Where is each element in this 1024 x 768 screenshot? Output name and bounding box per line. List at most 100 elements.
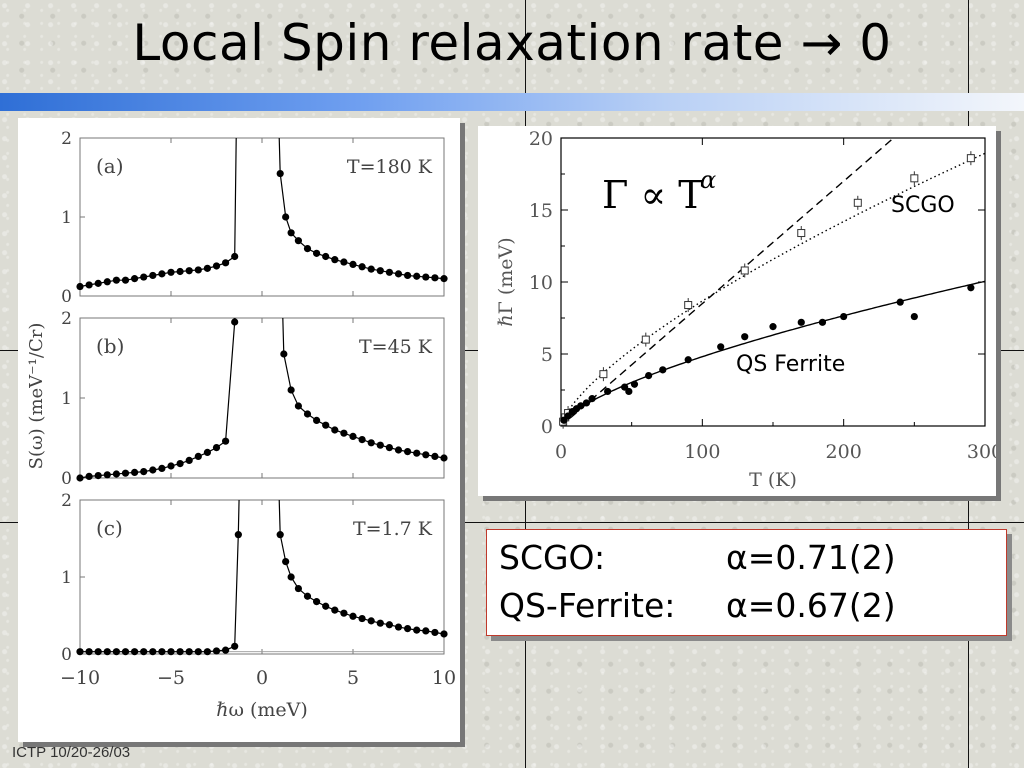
data-point	[358, 614, 366, 623]
data-point	[404, 624, 412, 633]
background-horizontal-line	[0, 522, 1024, 523]
data-point	[131, 468, 139, 476]
data-point	[194, 452, 202, 460]
data-point	[422, 273, 430, 281]
data-point-qs-ferrite	[769, 323, 777, 331]
data-point	[212, 647, 221, 655]
data-point	[222, 259, 230, 267]
data-point	[404, 448, 412, 456]
data-point-qs-ferrite	[588, 395, 596, 403]
fit-curve-dashed	[561, 138, 895, 426]
data-point	[331, 606, 339, 614]
data-point	[413, 626, 421, 634]
data-point	[431, 274, 439, 282]
y-tick-label: 1	[61, 208, 72, 228]
x-axis-label: T (K)	[749, 469, 797, 491]
data-point	[112, 276, 120, 284]
data-point	[367, 265, 375, 273]
x-tick-label: 100	[684, 441, 720, 463]
data-point-qs-ferrite	[818, 318, 827, 326]
y-tick-label: 0	[541, 416, 553, 438]
y-tick-label: 0	[61, 469, 72, 489]
y-tick-label: 0	[61, 287, 72, 307]
y-tick-label: 15	[529, 200, 553, 222]
data-point	[158, 648, 166, 656]
x-axis-label: ℏω (meV)	[216, 699, 308, 721]
data-point	[394, 270, 403, 278]
data-point	[349, 432, 357, 440]
data-point-scgo	[966, 154, 975, 163]
data-point-scgo	[599, 370, 608, 379]
data-point	[413, 272, 421, 280]
data-point	[103, 471, 111, 479]
data-point	[158, 464, 166, 472]
fit-row-label: QS-Ferrite:	[499, 586, 676, 625]
data-point	[203, 264, 211, 272]
data-point	[94, 648, 102, 656]
data-point	[340, 258, 348, 266]
y-tick-label: 2	[61, 309, 72, 329]
data-point	[167, 648, 175, 656]
data-point	[331, 426, 339, 434]
data-point	[212, 262, 221, 270]
data-point	[287, 386, 295, 394]
formula-label: Γ ∝ T	[602, 173, 704, 217]
data-point	[276, 531, 284, 539]
x-tick-label: −10	[60, 667, 100, 689]
spectra-chart: 0 1 2 (a) T=180 K 0 1 2 (b) T=45 K 0 1 2 (c) T=1.7 K −1…	[26, 129, 456, 721]
data-point	[76, 474, 84, 482]
data-point	[94, 472, 102, 480]
slide-title: Local Spin relaxation rate → 0	[132, 14, 892, 72]
data-point	[294, 237, 302, 245]
data-point	[149, 271, 157, 280]
data-point-qs-ferrite	[840, 312, 848, 321]
y-tick-label: 10	[529, 272, 553, 294]
y-tick-label: 20	[529, 128, 553, 150]
fit-curve-dotted	[561, 152, 985, 426]
fit-row-qs-ferrite: QS-Ferrite: α=0.67(2)	[499, 586, 896, 625]
fit-row-value: α=0.67(2)	[726, 586, 896, 625]
data-point	[112, 648, 120, 656]
data-point-qs-ferrite	[797, 318, 805, 326]
data-point	[422, 627, 430, 635]
data-point	[394, 446, 403, 454]
y-axis-label: ℏΓ (meV)	[495, 237, 517, 326]
data-point-scgo	[910, 174, 919, 183]
data-point	[313, 598, 321, 606]
panel-label: (c)	[96, 516, 123, 540]
data-point	[231, 318, 239, 326]
data-point-scgo	[684, 301, 693, 310]
data-point	[376, 441, 384, 449]
data-point	[76, 282, 84, 291]
data-point	[303, 245, 312, 253]
y-tick-label: 2	[61, 491, 72, 511]
data-point	[149, 648, 157, 656]
fit-row-label: SCGO:	[499, 538, 606, 577]
data-point	[385, 268, 393, 276]
spectra-chart-panel: 0 1 2 (a) T=180 K 0 1 2 (b) T=45 K 0 1 2 (c) T=1.7 K −1…	[18, 118, 460, 742]
data-point	[287, 229, 295, 237]
data-point	[349, 612, 357, 620]
data-point	[322, 252, 330, 261]
footer-text: ICTP 10/20-26/03	[12, 744, 131, 761]
data-point	[358, 436, 366, 444]
data-point	[94, 279, 102, 287]
data-point	[367, 439, 375, 447]
data-point	[303, 592, 312, 600]
series-label-scgo: SCGO	[891, 193, 955, 218]
panel-temperature: T=1.7 K	[353, 518, 433, 540]
data-point	[234, 531, 242, 539]
fit-results-box: SCGO: α=0.71(2) QS-Ferrite: α=0.67(2)	[486, 529, 1007, 636]
data-point-scgo	[740, 266, 749, 275]
panel-temperature: T=45 K	[359, 336, 433, 358]
data-point	[322, 602, 330, 610]
data-point	[121, 276, 130, 284]
data-point	[131, 275, 139, 283]
data-point-qs-ferrite	[741, 333, 749, 341]
fit-row-scgo: SCGO: α=0.71(2)	[499, 538, 896, 577]
data-point	[331, 256, 339, 264]
data-point	[231, 642, 239, 650]
data-point	[280, 350, 288, 358]
data-point	[431, 452, 439, 460]
